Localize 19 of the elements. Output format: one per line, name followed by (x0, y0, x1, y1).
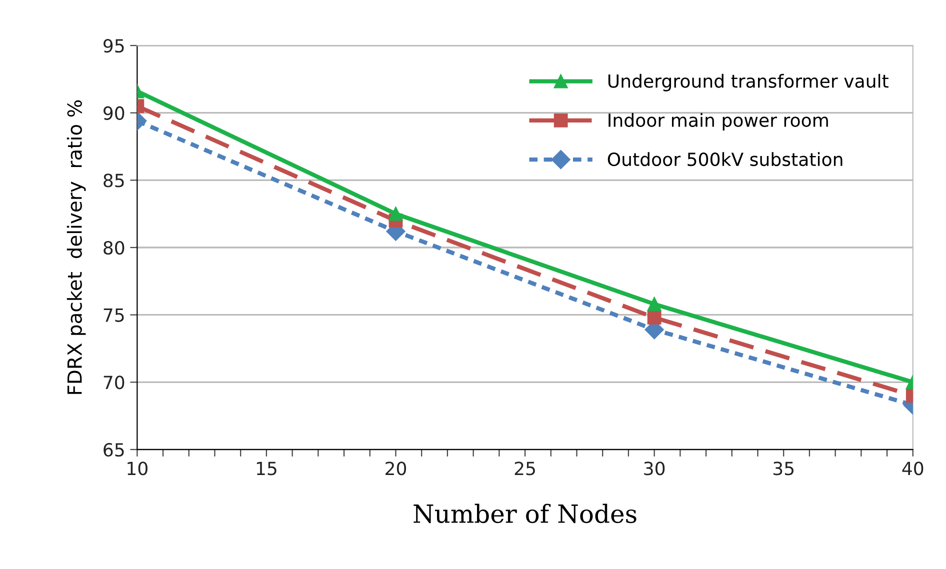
y-tick-label: 90 (104, 106, 124, 120)
y-tick-label: 65 (104, 442, 124, 457)
x-tick-label: 35 (773, 462, 794, 476)
y-tick-label: 75 (104, 308, 124, 322)
x-tick-label: 40 (902, 462, 924, 476)
legend-label: Indoor main power room (608, 113, 828, 131)
x-tick-label: 15 (256, 462, 276, 476)
y-tick-label: 85 (104, 174, 124, 188)
x-tick-label: 20 (386, 462, 406, 476)
y-axis-title: FDRX packet delivery ratio % (66, 100, 86, 394)
y-tick-label: 80 (104, 240, 124, 255)
legend-label: Underground transformer vault (608, 74, 888, 92)
x-axis-title: Number of Nodes (414, 504, 636, 524)
x-tick-label: 10 (128, 462, 148, 476)
legend-label: Outdoor 500kV substation (608, 152, 842, 166)
x-tick-label: 30 (644, 462, 665, 476)
x-tick-label: 25 (514, 462, 535, 476)
y-tick-label: 70 (104, 376, 124, 390)
y-tick-label: 95 (104, 38, 124, 53)
